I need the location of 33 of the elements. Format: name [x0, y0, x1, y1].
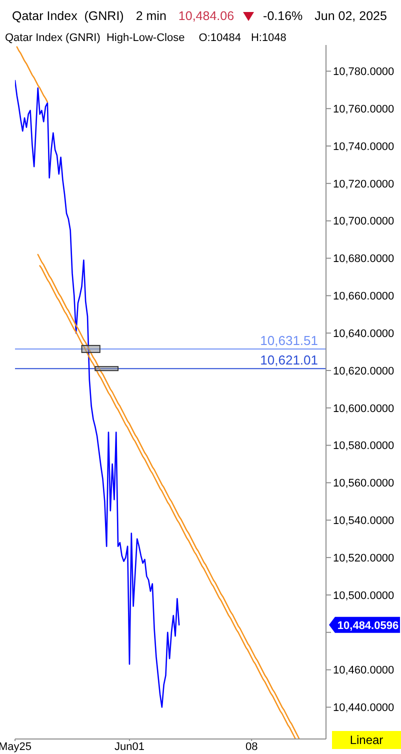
y-tick-label: 10,740.0000: [333, 140, 394, 153]
y-tick-label: 10,560.0000: [333, 478, 394, 490]
text: -0.16%: [263, 9, 303, 23]
chart-title: Qatar Index (GNRI): [12, 9, 124, 23]
line-series: [15, 80, 180, 708]
ref-line-label: 10,621.01: [260, 352, 318, 368]
y-tick-label: 10,720.0000: [333, 178, 394, 190]
x-tick-label: Jun01: [114, 740, 144, 753]
text: Jun 02, 2025: [314, 9, 387, 23]
y-tick-label: 10,640.0000: [333, 328, 394, 340]
y-tick-label: 10,440.0000: [333, 702, 394, 714]
text: O:10484: [198, 32, 241, 44]
y-tick-label: 10,660.0000: [333, 290, 394, 303]
chart-subtitle: Qatar Index (GNRI) High-Low-Close: [5, 32, 185, 44]
y-tick-label: 10,760.0000: [333, 104, 394, 116]
y-tick-label: 10,600.0000: [333, 402, 394, 415]
text: H:1048: [250, 32, 286, 44]
y-tick-label: 10,620.0000: [333, 365, 394, 378]
x-tick-label: 08: [245, 740, 258, 753]
y-tick-label: 10,680.0000: [333, 253, 394, 266]
y-tick-label: 10,460.0000: [333, 664, 394, 677]
text: 2 min: [136, 9, 166, 23]
line-series: [16, 46, 48, 103]
price-tag: 10,484.0596: [329, 616, 400, 633]
y-tick-label: 10,520.0000: [333, 552, 394, 564]
y-tick-label: 10,580.0000: [333, 440, 394, 452]
ref-line-label: 10,631.51: [260, 332, 318, 348]
y-tick-label: 10,500.0000: [333, 590, 394, 602]
y-tick-label: 10,780.0000: [333, 66, 394, 78]
y-tick-label: 10,540.0000: [333, 515, 394, 528]
text: 10,484.06: [178, 9, 234, 23]
scale-button[interactable]: Linear: [332, 731, 401, 749]
y-tick-label: 10,700.0000: [333, 216, 394, 228]
